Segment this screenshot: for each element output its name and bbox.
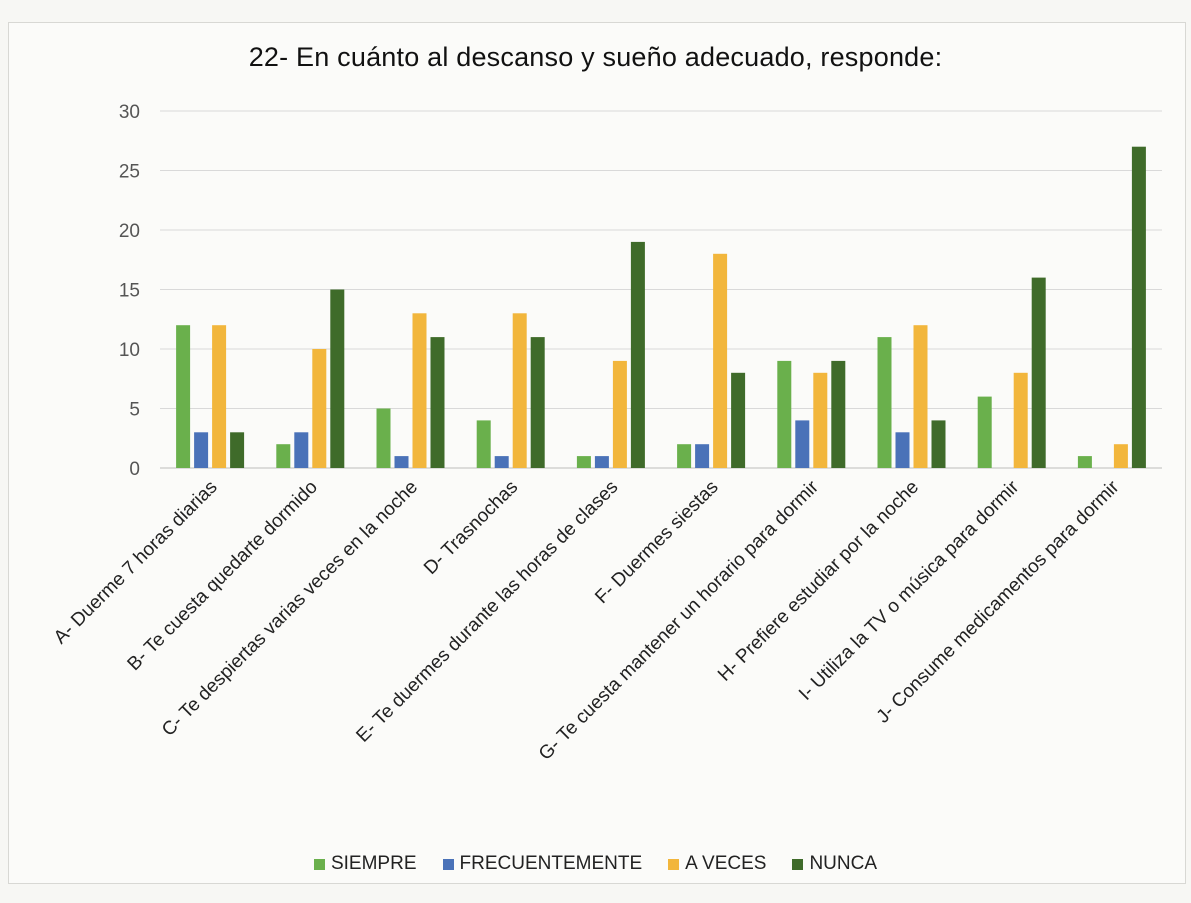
legend-swatch	[668, 858, 680, 870]
legend-item: NUNCA	[792, 853, 877, 875]
bar-nunca	[931, 420, 946, 468]
bar-frecuentemente	[695, 444, 710, 468]
legend-label: A VECES	[685, 853, 767, 874]
bar-frecuentemente	[594, 456, 609, 468]
bar-a-veces	[612, 360, 627, 468]
bar-siempre	[576, 456, 591, 468]
bar-siempre	[777, 360, 792, 468]
bar-a-veces	[1113, 444, 1128, 468]
x-category-label: H- Prefiere estudiar por la noche	[714, 477, 923, 686]
bar-siempre	[176, 325, 191, 468]
bar-a-veces	[713, 253, 728, 468]
bar-siempre	[877, 337, 892, 468]
bar-siempre	[977, 396, 992, 468]
legend-swatch	[442, 858, 454, 870]
legend-item: SIEMPRE	[313, 853, 417, 875]
bar-siempre	[1077, 456, 1092, 468]
y-tick-label: 25	[119, 162, 140, 183]
bar-a-veces	[512, 313, 527, 468]
bar-nunca	[230, 432, 245, 468]
bar-a-veces	[1013, 372, 1028, 468]
bar-siempre	[276, 444, 291, 468]
bar-frecuentemente	[795, 420, 810, 468]
bar-a-veces	[312, 349, 327, 468]
bar-siempre	[376, 408, 391, 468]
bar-nunca	[430, 337, 445, 468]
y-tick-label: 30	[119, 102, 140, 123]
bar-nunca	[831, 360, 846, 468]
y-tick-label: 0	[129, 459, 140, 480]
y-tick-label: 5	[129, 400, 140, 421]
x-category-label: D- Trasnochas	[420, 477, 522, 579]
legend-swatch	[313, 858, 325, 870]
bar-nunca	[1131, 146, 1146, 468]
chart-title: 22- En cuánto al descanso y sueño adecua…	[248, 42, 943, 72]
bar-nunca	[330, 289, 345, 468]
legend-item: FRECUENTEMENTE	[442, 853, 643, 875]
legend-item: A VECES	[668, 853, 766, 875]
bar-a-veces	[412, 313, 427, 468]
bar-a-veces	[813, 372, 828, 468]
legend-label: NUNCA	[809, 853, 878, 874]
bar-frecuentemente	[494, 456, 509, 468]
chart-legend: SIEMPRE FRECUENTEMENTE A VECES NUNCA	[0, 853, 1191, 875]
bar-frecuentemente	[895, 432, 910, 468]
x-category-label: B- Te cuesta quedarte dormido	[124, 477, 322, 675]
bar-nunca	[530, 337, 545, 468]
bar-siempre	[476, 420, 491, 468]
bar-frecuentemente	[194, 432, 209, 468]
x-category-label: I- Utiliza la TV o música para dormir	[795, 476, 1024, 705]
bar-siempre	[677, 444, 692, 468]
bar-nunca	[1031, 277, 1046, 468]
legend-label: FRECUENTEMENTE	[459, 853, 643, 874]
x-category-label: A- Duerme 7 horas diarias	[50, 477, 222, 649]
bar-nunca	[630, 241, 645, 468]
bar-a-veces	[212, 325, 227, 468]
bar-a-veces	[913, 325, 928, 468]
bar-frecuentemente	[394, 456, 409, 468]
y-tick-label: 15	[119, 281, 140, 302]
bar-frecuentemente	[294, 432, 309, 468]
legend-label: SIEMPRE	[330, 853, 417, 874]
y-tick-label: 20	[119, 221, 140, 242]
bar-nunca	[731, 372, 746, 468]
y-tick-label: 10	[119, 340, 140, 361]
legend-swatch	[792, 858, 804, 870]
